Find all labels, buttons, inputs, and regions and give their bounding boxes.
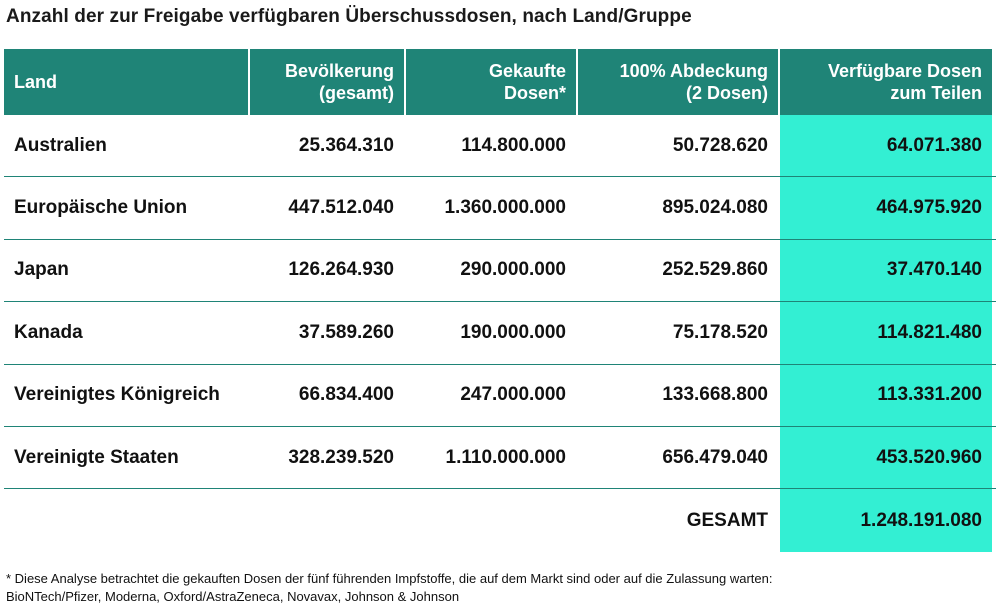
cell-verfuegbar: 37.470.140 [780,239,992,302]
cell-land: Europäische Union [14,197,188,219]
cell-verfuegbar: 64.071.380 [780,115,992,177]
header-abdeckung-line1: 100% Abdeckung [619,61,768,81]
cell-gekauft: 1.360.000.000 [444,197,566,219]
header-bevoelkerung-line2: (gesamt) [318,83,394,103]
header-land: Land [4,49,248,115]
table-row: Vereinigtes Königreich 66.834.400 247.00… [4,364,996,427]
header-gekauft-line2: Dosen* [503,83,566,103]
cell-gekauft: 1.110.000.000 [445,446,566,468]
data-table: Land Bevölkerung (gesamt) Gekaufte Dosen… [4,49,996,552]
table-header: Land Bevölkerung (gesamt) Gekaufte Dosen… [4,49,996,115]
total-label: GESAMT [686,509,768,531]
header-verfuegbar-line2: zum Teilen [890,83,982,103]
cell-empty [406,489,576,551]
footnote: * Diese Analyse betrachtet die gekauften… [6,570,773,606]
cell-gekauft: 290.000.000 [460,259,566,281]
header-verfuegbar-line1: Verfügbare Dosen [827,61,982,81]
cell-land: Kanada [14,321,83,343]
cell-abdeckung: 133.668.800 [662,384,768,406]
footnote-line1: * Diese Analyse betrachtet die gekauften… [6,571,773,586]
cell-verfuegbar: 113.331.200 [780,364,992,426]
table-row: Europäische Union 447.512.040 1.360.000.… [4,177,996,240]
table-row: Australien 25.364.310 114.800.000 50.728… [4,115,996,178]
cell-abdeckung: 252.529.860 [662,259,768,281]
table-row: Kanada 37.589.260 190.000.000 75.178.520… [4,302,996,365]
table-row: Japan 126.264.930 290.000.000 252.529.86… [4,239,996,303]
header-bevoelkerung: Bevölkerung (gesamt) [250,49,404,115]
header-abdeckung: 100% Abdeckung (2 Dosen) [578,49,778,115]
cell-bevoelkerung: 126.264.930 [288,259,394,281]
cell-bevoelkerung: 37.589.260 [298,321,394,343]
cell-bevoelkerung: 66.834.400 [298,384,394,406]
cell-abdeckung: 75.178.520 [672,321,768,343]
cell-gekauft: 114.800.000 [461,134,566,156]
cell-land: Vereinigtes Königreich [14,384,220,406]
total-value: 1.248.191.080 [780,489,992,552]
cell-bevoelkerung: 25.364.310 [298,134,394,156]
header-gekauft-line1: Gekaufte [488,61,566,81]
cell-land: Australien [14,134,107,156]
cell-abdeckung: 50.728.620 [672,134,768,156]
cell-land: Japan [14,259,69,281]
cell-gekauft: 247.000.000 [460,384,566,406]
table-row: Vereinigte Staaten 328.239.520 1.110.000… [4,426,996,490]
cell-bevoelkerung: 447.512.040 [288,197,394,219]
table-title: Anzahl der zur Freigabe verfügbaren Über… [6,6,692,27]
cell-abdeckung: 656.479.040 [662,446,768,468]
header-bevoelkerung-line1: Bevölkerung [284,61,394,81]
footnote-line2: BioNTech/Pfizer, Moderna, Oxford/AstraZe… [6,589,460,604]
header-gekauft: Gekaufte Dosen* [406,49,576,115]
cell-empty [4,489,248,551]
cell-verfuegbar: 114.821.480 [780,302,992,364]
cell-verfuegbar: 464.975.920 [780,177,992,239]
header-verfuegbar: Verfügbare Dosen zum Teilen [780,49,992,115]
cell-gekauft: 190.000.000 [460,321,566,343]
cell-abdeckung: 895.024.080 [662,197,768,219]
cell-empty [250,489,404,551]
table-total-row: GESAMT 1.248.191.080 [4,489,996,552]
header-land-line1: Land [14,72,57,92]
cell-bevoelkerung: 328.239.520 [288,446,394,468]
cell-verfuegbar: 453.520.960 [780,426,992,489]
header-abdeckung-line2: (2 Dosen) [685,83,768,103]
cell-land: Vereinigte Staaten [14,446,179,468]
